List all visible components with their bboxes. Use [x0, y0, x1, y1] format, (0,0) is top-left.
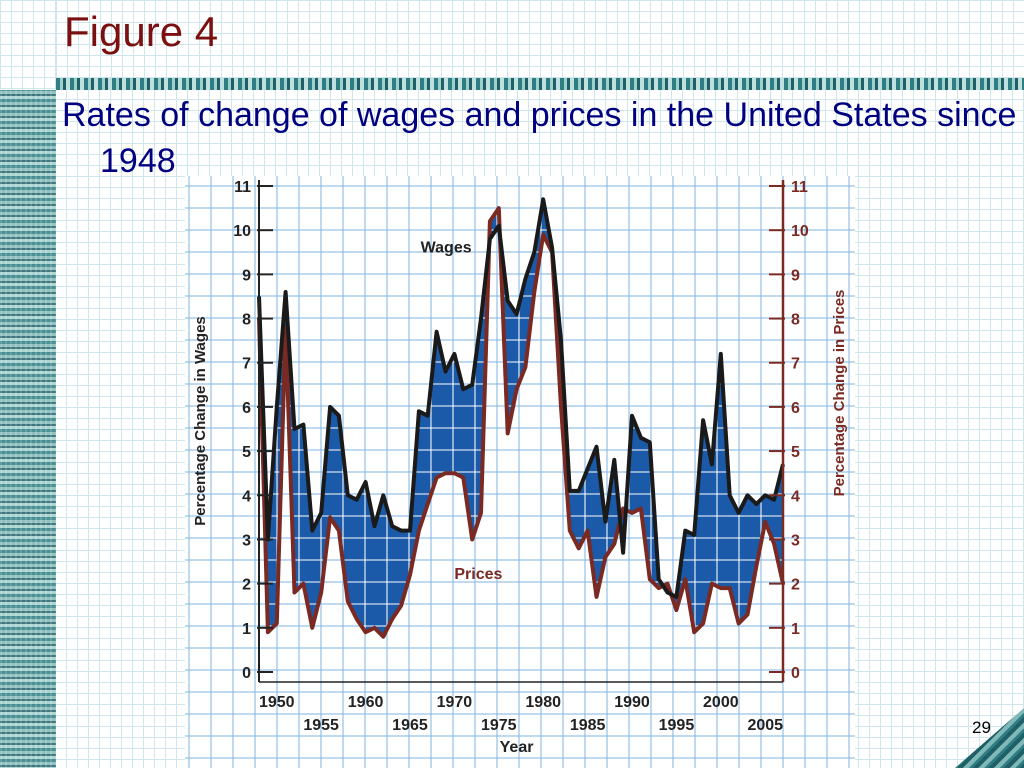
left-tick-label: 4	[242, 488, 251, 505]
x-tick-label: 2000	[703, 694, 739, 711]
series-line-prices	[257, 206, 785, 639]
y-axis-title-right: Percentage Change in Prices	[831, 290, 848, 497]
right-tick-label: 11	[791, 179, 808, 196]
x-tick-label: 1985	[570, 717, 606, 734]
left-tick-label: 1	[242, 621, 251, 638]
header-decorative-strip	[56, 78, 1024, 90]
right-tick-label: 8	[791, 312, 800, 329]
left-tick-label: 11	[234, 179, 251, 196]
right-tick-label: 6	[791, 400, 800, 417]
x-axis-title: Year	[500, 739, 534, 756]
right-tick-label: 2	[791, 577, 800, 594]
left-tick-label: 10	[233, 223, 251, 240]
annotation-wages: Wages	[421, 239, 472, 256]
y-axis-title-left: Percentage Change in Wages	[192, 316, 209, 526]
right-tick-label: 5	[791, 444, 800, 461]
left-tick-label: 8	[242, 312, 251, 329]
x-tick-label: 2005	[747, 717, 783, 734]
title-panel	[56, 0, 1024, 78]
left-tick-label: 2	[242, 577, 251, 594]
x-tick-label: 1975	[481, 717, 517, 734]
right-tick-label: 9	[791, 267, 800, 284]
x-tick-label: 1950	[259, 694, 295, 711]
x-tick-label: 1970	[437, 694, 473, 711]
left-tick-label: 6	[242, 400, 251, 417]
page-number: 29	[972, 718, 991, 737]
slide-title: Figure 4	[64, 8, 219, 55]
x-tick-label: 1960	[348, 694, 384, 711]
series-line-wages	[257, 197, 785, 599]
right-tick-label: 0	[791, 665, 800, 682]
right-tick-label: 10	[791, 223, 809, 240]
annotation-prices: Prices	[454, 566, 502, 583]
left-tick-label: 5	[242, 444, 251, 461]
wages-prices-chart: 0 0 1 1 2 2 3 3 4 4 5 5 6 6 7 7 8 8 9 9 10 10 11 11 1950 1960 1970…	[185, 176, 855, 768]
x-tick-label: 1980	[525, 694, 561, 711]
left-tick-label: 9	[242, 267, 251, 284]
wages-prices-gap-fill	[259, 199, 783, 637]
right-tick-label: 3	[791, 532, 800, 549]
right-tick-label: 7	[791, 356, 800, 373]
right-tick-label: 1	[791, 621, 800, 638]
x-tick-label: 1965	[392, 717, 428, 734]
slide-body-text: Rates of change of wages and prices in t…	[62, 96, 1017, 180]
top-left-cap	[0, 0, 56, 90]
x-tick-label: 1990	[614, 694, 650, 711]
left-decorative-band	[0, 0, 56, 768]
left-tick-label: 7	[242, 356, 251, 373]
right-tick-label: 4	[791, 488, 800, 505]
x-tick-label: 1995	[659, 717, 695, 734]
left-tick-label: 0	[242, 665, 251, 682]
left-tick-label: 3	[242, 532, 251, 549]
x-tick-label: 1955	[303, 717, 339, 734]
